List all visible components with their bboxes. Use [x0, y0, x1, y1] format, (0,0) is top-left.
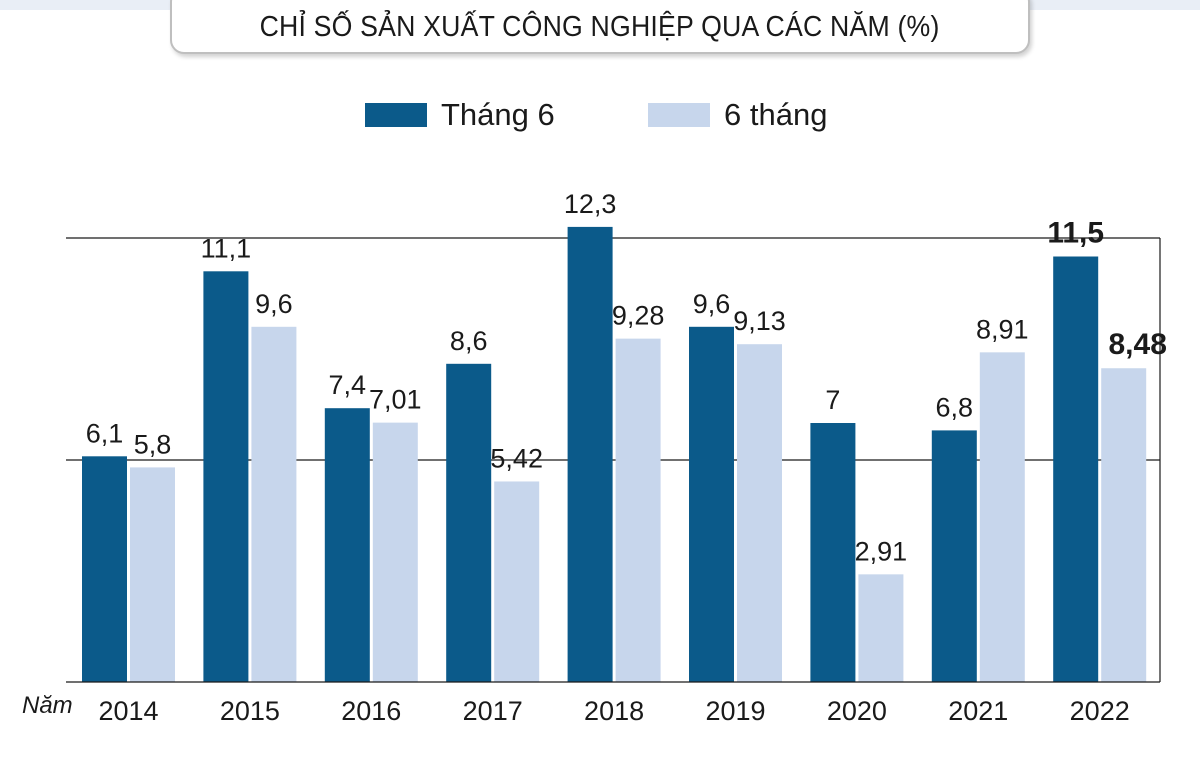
- chart-title: CHỈ SỐ SẢN XUẤT CÔNG NGHIỆP QUA CÁC NĂM …: [260, 10, 940, 43]
- bar-2016-six-months: [372, 422, 418, 682]
- value-label-2016-six-months: 7,01: [369, 385, 422, 415]
- value-label-2022-june: 11,5: [1047, 217, 1104, 250]
- title-box: CHỈ SỐ SẢN XUẤT CÔNG NGHIỆP QUA CÁC NĂM …: [170, 0, 1030, 54]
- bar-2020-june: [810, 423, 856, 682]
- bar-2019-june: [689, 326, 734, 682]
- bar-2018-six-months: [615, 338, 661, 682]
- x-tick-label-2016: 2016: [341, 696, 401, 726]
- value-label-2022-six-months: 8,48: [1109, 328, 1167, 361]
- value-label-2019-june: 9,6: [693, 289, 731, 319]
- legend-item-june: Tháng 6: [365, 97, 555, 132]
- legend-item-six-months: 6 tháng: [648, 97, 828, 132]
- value-label-2021-six-months: 8,91: [976, 314, 1029, 344]
- bar-2020-six-months: [858, 574, 904, 682]
- value-label-2014-six-months: 5,8: [134, 429, 172, 459]
- x-tick-label-2021: 2021: [948, 696, 1008, 726]
- value-label-2016-june: 7,4: [329, 370, 367, 400]
- bar-2017-june: [446, 363, 492, 682]
- x-tick-label-2019: 2019: [705, 696, 765, 726]
- value-label-2014-june: 6,1: [86, 418, 124, 448]
- bar-2018-june: [567, 226, 613, 682]
- value-label-2018-six-months: 9,28: [612, 301, 665, 331]
- bar-2022-june: [1053, 256, 1099, 682]
- bar-2021-six-months: [979, 352, 1025, 682]
- x-tick-label-2015: 2015: [220, 696, 280, 726]
- bar-2014-six-months: [130, 467, 175, 682]
- bar-2016-june: [324, 408, 370, 682]
- bar-2015-june: [203, 271, 249, 682]
- bar-2014-june: [82, 456, 127, 682]
- value-label-2015-six-months: 9,6: [255, 289, 293, 319]
- value-label-2017-june: 8,6: [450, 326, 488, 356]
- x-tick-label-2020: 2020: [827, 696, 887, 726]
- legend-label-june: Tháng 6: [441, 97, 555, 132]
- legend-swatch-six-months: [648, 103, 710, 127]
- x-tick-label-2014: 2014: [98, 696, 158, 726]
- value-label-2020-six-months: 2,91: [855, 536, 908, 566]
- x-tick-label-2017: 2017: [463, 696, 523, 726]
- x-axis-title: Năm: [22, 692, 73, 719]
- bar-2017-six-months: [494, 481, 540, 682]
- bar-2019-six-months: [737, 344, 782, 682]
- bar-2021-june: [931, 430, 977, 682]
- x-tick-label-2018: 2018: [584, 696, 644, 726]
- bar-2022-six-months: [1101, 368, 1147, 682]
- x-tick-label-2022: 2022: [1070, 696, 1130, 726]
- value-label-2019-six-months: 9,13: [733, 306, 786, 336]
- value-label-2017-six-months: 5,42: [490, 443, 543, 473]
- value-label-2018-june: 12,3: [564, 189, 617, 219]
- bar-2015-six-months: [251, 326, 297, 682]
- legend-label-six-months: 6 tháng: [724, 97, 828, 132]
- value-label-2020-june: 7: [825, 385, 840, 415]
- value-label-2015-june: 11,1: [201, 233, 252, 263]
- value-label-2021-june: 6,8: [936, 392, 974, 422]
- legend-swatch-june: [365, 103, 427, 127]
